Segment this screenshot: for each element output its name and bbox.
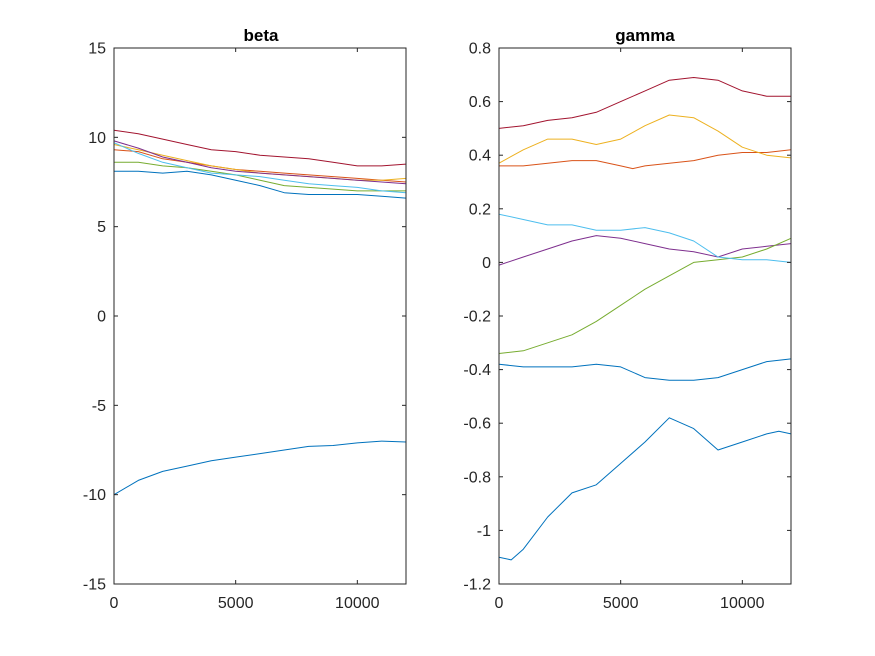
beta-x-tick-label: 0 (110, 595, 119, 612)
gamma-y-tick-labels: -1.2 -1 -0.8 -0.6 -0.4 -0.2 0 0.2 0.4 0.… (463, 41, 491, 594)
gamma-series-line-6 (498, 237, 792, 354)
gamma-y-tick-label: 0.4 (469, 148, 491, 165)
beta-title: beta (244, 26, 280, 45)
beta-y-tick-label: 10 (88, 130, 106, 147)
beta-y-tick-label: 5 (97, 219, 106, 236)
gamma-y-tick-label: -0.6 (463, 416, 491, 433)
beta-y-tick-labels: -15 -10 -5 0 5 10 15 (83, 41, 106, 594)
beta-series-line-2 (114, 170, 407, 199)
gamma-series-line-3 (499, 149, 792, 170)
gamma-y-tick-label: -0.4 (463, 362, 491, 379)
gamma-series-line-2 (498, 358, 792, 381)
gamma-series-line-8 (498, 77, 791, 129)
beta-x-tick-labels: 0 5000 10000 (110, 595, 380, 612)
gamma-y-tick-label: 0.8 (469, 41, 491, 58)
gamma-y-tick-label: 0.6 (469, 94, 491, 111)
gamma-y-tick-label: -0.8 (463, 469, 491, 486)
beta-ticks (113, 47, 406, 585)
beta-y-tick-label: 0 (97, 309, 106, 326)
beta-series-line-8 (113, 129, 407, 167)
beta-series-line-1 (113, 440, 407, 496)
gamma-y-tick-label: -0.2 (463, 309, 491, 326)
beta-x-tick-label: 10000 (335, 595, 380, 612)
beta-y-tick-label: 15 (88, 41, 106, 58)
gamma-x-tick-label: 10000 (720, 595, 765, 612)
gamma-y-tick-label: 0 (482, 255, 491, 272)
gamma-ticks (498, 47, 791, 585)
gamma-panel: gamma -1.2 -1 -0.8 -0.6 -0.4 -0.2 0 0.2 … (463, 26, 792, 612)
beta-series-line-6 (114, 161, 406, 192)
gamma-series-line-4 (498, 114, 792, 164)
beta-panel: beta -15 -10 -5 0 5 10 15 0 5000 10000 (83, 26, 407, 612)
gamma-x-tick-label: 5000 (603, 595, 639, 612)
gamma-y-tick-label: -1 (477, 523, 491, 540)
beta-x-tick-label: 5000 (218, 595, 254, 612)
beta-y-tick-label: -10 (83, 487, 106, 504)
beta-series-line-3 (113, 149, 407, 183)
beta-plot-area (113, 129, 407, 496)
gamma-plot-area (498, 77, 792, 561)
gamma-title: gamma (615, 26, 675, 45)
gamma-series-line-5 (498, 235, 792, 266)
gamma-y-tick-label: -1.2 (463, 577, 491, 594)
gamma-x-tick-labels: 0 5000 10000 (495, 595, 765, 612)
gamma-y-tick-label: 0.2 (469, 201, 491, 218)
beta-y-tick-label: -15 (83, 577, 106, 594)
beta-y-tick-label: -5 (92, 398, 106, 415)
beta-series-line-5 (113, 140, 407, 185)
beta-series-line-7 (113, 142, 407, 194)
gamma-series-line-1 (498, 417, 792, 561)
gamma-series-line-7 (498, 213, 792, 263)
gamma-x-tick-label: 0 (495, 595, 504, 612)
